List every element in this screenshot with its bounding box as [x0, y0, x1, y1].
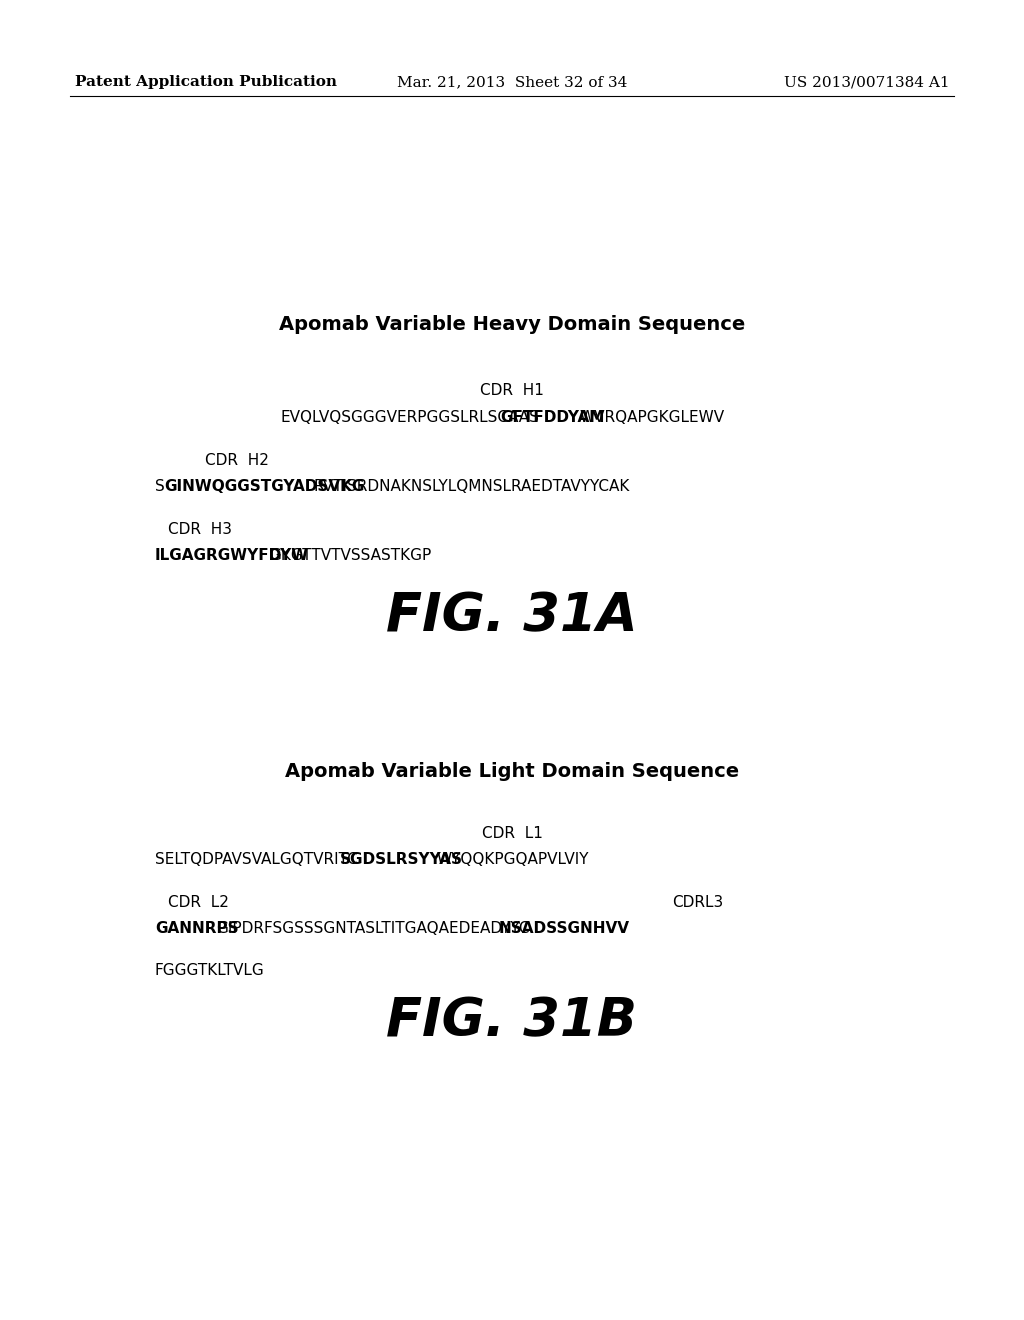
Text: RVTISRDNAKNSLYLQMNSLRAEDTAVYYCAK: RVTISRDNAKNSLYLQMNSLRAEDTAVYYCAK	[313, 479, 630, 494]
Text: SELTQDPAVSVALGQTVRITC: SELTQDPAVSVALGQTVRITC	[155, 851, 357, 867]
Text: FIG. 31B: FIG. 31B	[386, 995, 638, 1047]
Text: CDR  L1: CDR L1	[481, 826, 543, 841]
Text: CDR  L2: CDR L2	[168, 895, 229, 909]
Text: GIPDRFSGSSSGNTASLTITGAQAEDEADYYC: GIPDRFSGSSSGNTASLTITGAQAEDEADYYC	[217, 921, 530, 936]
Text: GINWQGGSTGYADSVKG: GINWQGGSTGYADSVKG	[164, 479, 365, 494]
Text: CDRL3: CDRL3	[672, 895, 723, 909]
Text: WVRQAPGKGLEWV: WVRQAPGKGLEWV	[580, 411, 725, 425]
Text: S: S	[155, 479, 165, 494]
Text: Apomab Variable Light Domain Sequence: Apomab Variable Light Domain Sequence	[285, 762, 739, 781]
Text: Patent Application Publication: Patent Application Publication	[75, 75, 337, 88]
Text: GFTFDDYAM: GFTFDDYAM	[500, 411, 604, 425]
Text: WYQQKPGQAPVLVIY: WYQQKPGQAPVLVIY	[436, 851, 589, 867]
Text: NSADSSGNHVV: NSADSSGNHVV	[499, 921, 629, 936]
Text: FGGGTKLTVLG: FGGGTKLTVLG	[155, 964, 265, 978]
Text: US 2013/0071384 A1: US 2013/0071384 A1	[784, 75, 950, 88]
Text: CDR  H1: CDR H1	[480, 383, 544, 399]
Text: CDR  H2: CDR H2	[205, 453, 269, 469]
Text: EVQLVQSGGGVERPGGSLRLSCAAS: EVQLVQSGGGVERPGGSLRLSCAAS	[281, 411, 539, 425]
Text: GANNRPS: GANNRPS	[155, 921, 239, 936]
Text: SGDSLRSYYAS: SGDSLRSYYAS	[340, 851, 463, 867]
Text: Apomab Variable Heavy Domain Sequence: Apomab Variable Heavy Domain Sequence	[279, 315, 745, 334]
Text: FIG. 31A: FIG. 31A	[386, 590, 638, 642]
Text: CDR  H3: CDR H3	[168, 521, 232, 537]
Text: GKGTTVTVSSASTKGP: GKGTTVTVSSASTKGP	[269, 548, 432, 564]
Text: Mar. 21, 2013  Sheet 32 of 34: Mar. 21, 2013 Sheet 32 of 34	[397, 75, 627, 88]
Text: ILGAGRGWYFDYW: ILGAGRGWYFDYW	[155, 548, 309, 564]
